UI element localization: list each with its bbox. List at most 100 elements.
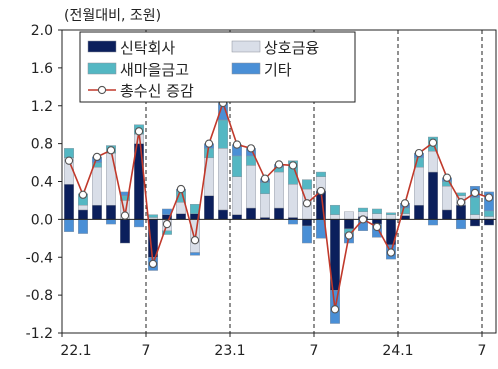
bar-segment	[274, 171, 284, 209]
x-tick-label: 7	[478, 343, 487, 359]
bar-segment	[414, 167, 424, 206]
legend-label: 새마을금고	[120, 61, 189, 79]
bar-segment	[428, 219, 438, 226]
bar-segment	[162, 230, 172, 235]
line-point	[428, 138, 438, 147]
bar-segment	[246, 207, 256, 220]
bar-segment	[330, 214, 340, 220]
bar-segment	[288, 184, 298, 218]
bar-segment	[386, 214, 396, 220]
bar-segment	[204, 148, 214, 159]
bar-segment	[78, 204, 88, 211]
legend-label: 상호금융	[264, 39, 319, 57]
bar-segment	[78, 219, 88, 234]
line-point	[134, 127, 144, 136]
line-point	[358, 215, 368, 224]
bar-segment	[218, 209, 228, 220]
line-point	[92, 152, 102, 162]
bar-segment	[148, 214, 158, 218]
bar-segment	[302, 225, 312, 244]
bar-segment	[78, 209, 88, 220]
legend-label: 기타	[264, 61, 292, 79]
y-tick-label: -0.4	[26, 250, 53, 266]
line-point	[316, 186, 326, 196]
bar-segment	[470, 197, 480, 215]
legend-swatch	[87, 40, 117, 53]
bar-segment	[246, 165, 256, 209]
bar-segment	[120, 219, 130, 244]
line-point	[190, 236, 200, 245]
y-tick-label: 0.8	[31, 137, 53, 153]
line-point	[470, 188, 480, 198]
legend-box	[79, 31, 356, 103]
x-tick-label: 24.1	[382, 343, 413, 359]
line-point	[414, 148, 424, 158]
line-point	[204, 139, 214, 148]
line-point	[106, 146, 116, 155]
bar-segment	[106, 204, 116, 220]
x-tick-label: 22.1	[60, 343, 91, 359]
bar-segment	[414, 204, 424, 220]
legend-swatch	[231, 62, 261, 75]
y-tick-label: 0.4	[31, 175, 53, 191]
y-tick-label: 1.2	[31, 99, 53, 115]
line-point	[274, 160, 284, 169]
bar-segment	[218, 148, 228, 211]
bar-segment	[456, 204, 466, 220]
bar-segment	[176, 213, 186, 220]
line-point	[344, 231, 354, 240]
line-point	[302, 199, 312, 208]
unit-label: (전월대비, 조원)	[64, 8, 162, 24]
bar-segment	[92, 204, 102, 220]
y-tick-label: 1.6	[31, 61, 53, 77]
line-point	[246, 144, 256, 153]
bar-segment	[484, 210, 494, 217]
bar-segment	[204, 195, 214, 220]
line-point	[484, 193, 494, 202]
line-point	[78, 190, 88, 199]
bar-segment	[344, 219, 354, 230]
line-point	[64, 156, 74, 165]
line-point	[148, 259, 158, 269]
x-tick-label: 7	[310, 343, 319, 359]
bar-segment	[470, 214, 480, 220]
bar-segment	[358, 207, 368, 212]
bar-segment	[372, 213, 382, 220]
bar-segment	[106, 219, 116, 225]
line-point	[372, 222, 382, 232]
line-point	[176, 184, 186, 194]
legend-label: 총수신 증감	[120, 82, 194, 100]
bar-segment	[232, 176, 242, 215]
line-point	[400, 199, 410, 208]
y-tick-label: 2.0	[31, 23, 53, 39]
line-point	[456, 198, 466, 207]
line-point	[442, 173, 452, 182]
line-point	[162, 219, 172, 229]
bar-segment	[134, 219, 144, 228]
bar-segment	[260, 193, 270, 218]
bar-segment	[302, 219, 312, 227]
bar-segment	[218, 119, 228, 149]
line-point	[120, 211, 130, 220]
x-tick-label: 7	[142, 343, 151, 359]
y-tick-label: -0.8	[26, 288, 53, 304]
line-point	[260, 174, 270, 183]
bar-segment	[232, 155, 242, 177]
line-point	[232, 140, 242, 149]
bar-segment	[64, 184, 74, 220]
bar-segment	[92, 167, 102, 206]
bar-segment	[372, 208, 382, 214]
bar-segment	[428, 171, 438, 220]
bar-segment	[274, 207, 284, 220]
legend-line-marker	[97, 85, 107, 95]
x-tick-label: 23.1	[214, 343, 245, 359]
bar-segment	[344, 211, 354, 220]
bar-segment	[456, 219, 466, 230]
bar-segment	[288, 219, 298, 225]
bar-segment	[232, 214, 242, 220]
legend-swatch	[87, 62, 117, 75]
legend-label: 신탁회사	[120, 39, 175, 57]
